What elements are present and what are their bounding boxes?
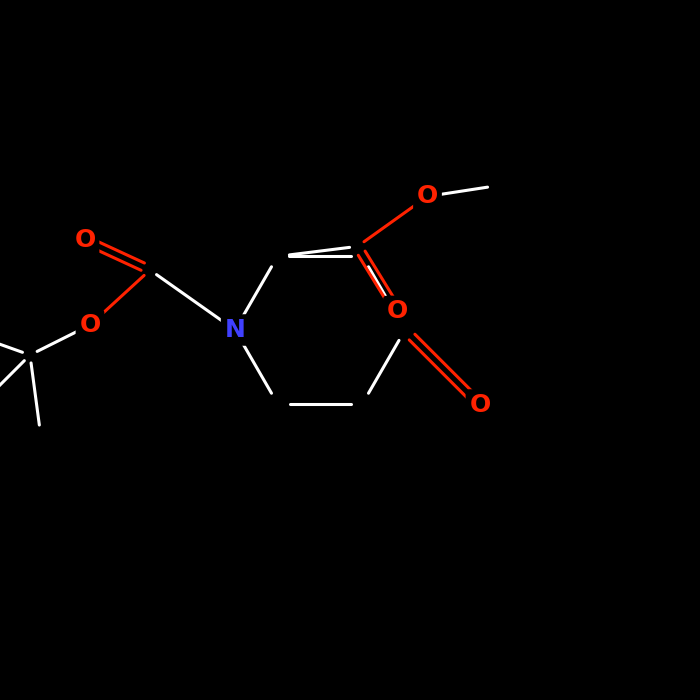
- Text: O: O: [470, 393, 491, 417]
- Text: O: O: [79, 313, 101, 337]
- Text: O: O: [387, 300, 408, 323]
- Text: O: O: [74, 228, 96, 252]
- Text: N: N: [225, 318, 246, 342]
- Text: O: O: [417, 184, 438, 209]
